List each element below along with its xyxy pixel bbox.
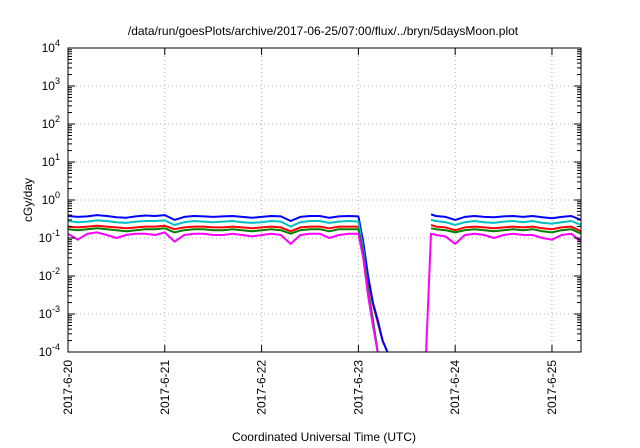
y-tick-label: 10-1 (39, 228, 60, 245)
y-tick-label: 10-3 (39, 304, 60, 321)
y-tick-label: 100 (42, 190, 60, 207)
series-line-3 (68, 218, 581, 352)
y-tick-label: 103 (42, 76, 60, 93)
y-tick-label: 104 (42, 38, 60, 55)
y-axis-label: cGy/day (21, 178, 35, 222)
x-tick-label: 2017-6-23 (351, 360, 365, 415)
x-axis-label: Coordinated Universal Time (UTC) (232, 430, 416, 444)
y-tick-label: 101 (42, 152, 60, 169)
y-tick-label: 10-2 (39, 266, 60, 283)
series-line-2 (68, 213, 581, 352)
series-group (68, 213, 581, 352)
chart-title: /data/run/goesPlots/archive/2017-06-25/0… (128, 24, 519, 38)
x-tick-label: 2017-6-24 (448, 360, 462, 415)
series-line-4 (68, 227, 581, 352)
y-tick-label: 102 (42, 114, 60, 131)
x-tick-label: 2017-6-20 (61, 360, 75, 415)
x-tick-label: 2017-6-21 (158, 360, 172, 415)
gridlines (68, 48, 581, 352)
y-tick-label: 10-4 (39, 342, 60, 359)
x-tick-label: 2017-6-22 (255, 360, 269, 415)
series-line-5 (68, 231, 581, 352)
series-line-1 (68, 224, 581, 352)
x-tick-label: 2017-6-25 (545, 360, 559, 415)
